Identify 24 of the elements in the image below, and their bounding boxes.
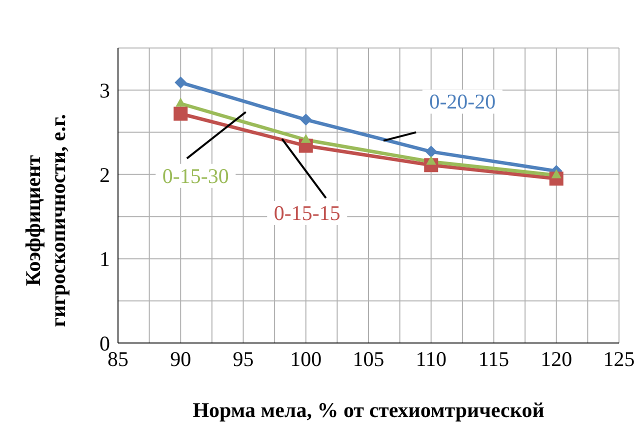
point (176, 98, 186, 107)
x-tick-label: 115 (478, 346, 510, 371)
y-tick-label: 0 (100, 331, 110, 356)
y-tick-label: 2 (100, 162, 110, 187)
point (425, 146, 438, 158)
x-tick-label: 90 (170, 346, 192, 371)
point (300, 114, 312, 126)
text: 0-15-15 (274, 200, 340, 225)
x-tick-label: 95 (232, 346, 254, 371)
x-tick-label: 100 (290, 346, 322, 371)
x-tick-label: 120 (540, 346, 572, 371)
x-axis-title: Норма мела, % от стехиомтрической (192, 398, 544, 422)
x-tick-label: 110 (416, 346, 446, 371)
y-tick-label: 1 (100, 247, 110, 272)
y-axis-title: Коэффициент гигроскопичности, е.г. (21, 114, 70, 327)
x-tick-label: 125 (603, 346, 635, 371)
point (300, 134, 311, 143)
point (174, 106, 188, 121)
series-label: 0-20-20 (429, 90, 496, 114)
x-tick-label: 105 (352, 346, 384, 371)
point (174, 76, 187, 89)
y-tick-label: 3 (100, 78, 110, 103)
text: 0-15-30 (162, 164, 229, 188)
x-tick-label: 85 (108, 346, 128, 371)
